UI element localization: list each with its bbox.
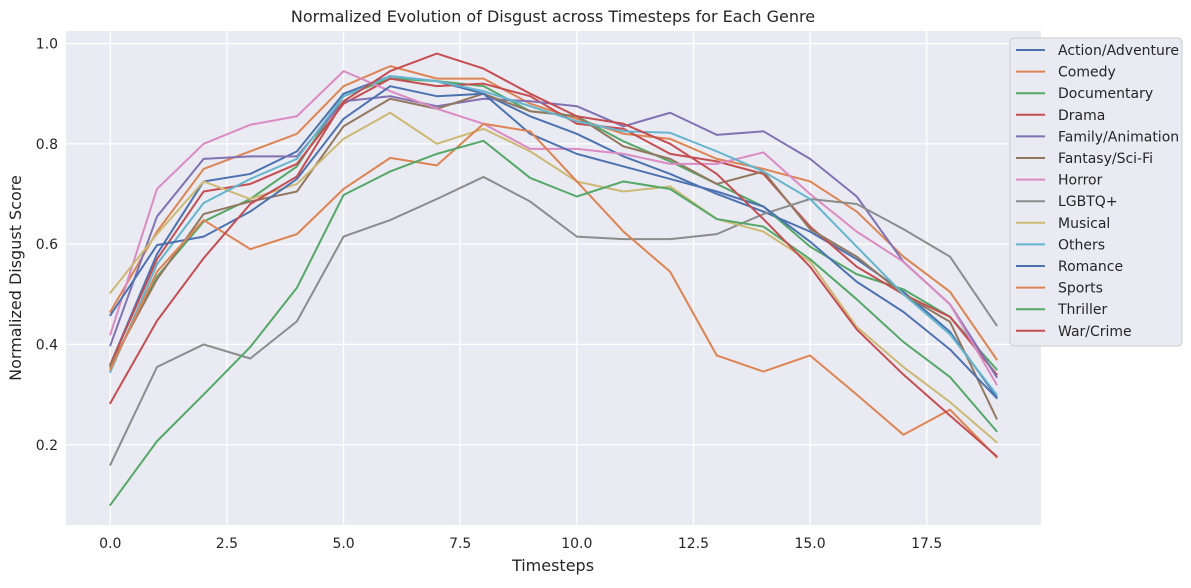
legend-label-lgbtq: LGBTQ+: [1058, 194, 1118, 210]
legend-label-drama: Drama: [1058, 108, 1105, 124]
series-line-sports: [109, 122, 998, 459]
legend-label-comedy: Comedy: [1058, 65, 1116, 81]
y-tick-label: 1.0: [36, 37, 58, 53]
x-tick-label: 12.5: [678, 536, 709, 552]
series-line-horror: [109, 70, 998, 386]
legend-label-fantasy-sci-fi: Fantasy/Sci-Fi: [1058, 151, 1153, 167]
series-line-thriller: [109, 139, 998, 506]
y-tick-label: 0.4: [36, 337, 58, 353]
legend-label-romance: Romance: [1058, 259, 1123, 275]
x-tick-label: 5.0: [332, 536, 354, 552]
x-tick-label: 15.0: [794, 536, 825, 552]
x-tick-label: 10.0: [561, 536, 592, 552]
x-tick-label: 17.5: [911, 536, 942, 552]
series-lines: [109, 52, 998, 506]
chart-title: Normalized Evolution of Disgust across T…: [291, 7, 815, 26]
series-line-others: [109, 75, 998, 396]
series-line-family-animation: [109, 95, 998, 379]
x-axis-label: Timesteps: [511, 556, 594, 575]
legend-box: [1009, 37, 1183, 347]
y-tick-label: 0.8: [36, 137, 58, 153]
x-tick-label: 2.5: [216, 536, 238, 552]
legend-label-documentary: Documentary: [1058, 86, 1153, 102]
y-tick-label: 0.2: [36, 438, 58, 454]
legend-label-family-animation: Family/Animation: [1058, 129, 1179, 145]
x-tick-label: 0.0: [99, 536, 121, 552]
x-tick-label: 7.5: [449, 536, 471, 552]
legend: Action/Adventure Comedy Documentary Drama Fa…: [1009, 37, 1183, 347]
series-line-action-adventure: [109, 75, 998, 399]
series-line-lgbtq: [109, 175, 998, 466]
legend-label-thriller: Thriller: [1057, 302, 1107, 318]
series-line-war-crime: [109, 52, 998, 458]
legend-label-sports: Sports: [1058, 281, 1103, 297]
legend-label-action-adventure: Action/Adventure: [1058, 43, 1179, 59]
series-line-musical: [109, 111, 998, 444]
series-line-comedy: [109, 65, 998, 361]
tick-labels: 0.0 2.5 5.0 7.5 10.0 12.5 15.0 17.5 0.2 0.4 0.6 0.8…: [36, 37, 943, 552]
legend-label-war-crime: War/Crime: [1058, 324, 1132, 340]
series-line-romance: [109, 85, 998, 400]
y-axis-label: Normalized Disgust Score: [6, 175, 25, 381]
legend-label-horror: Horror: [1058, 173, 1103, 189]
series-line-drama: [109, 77, 998, 376]
legend-label-musical: Musical: [1058, 216, 1110, 232]
legend-label-others: Others: [1058, 237, 1105, 253]
y-tick-label: 0.6: [36, 237, 58, 253]
